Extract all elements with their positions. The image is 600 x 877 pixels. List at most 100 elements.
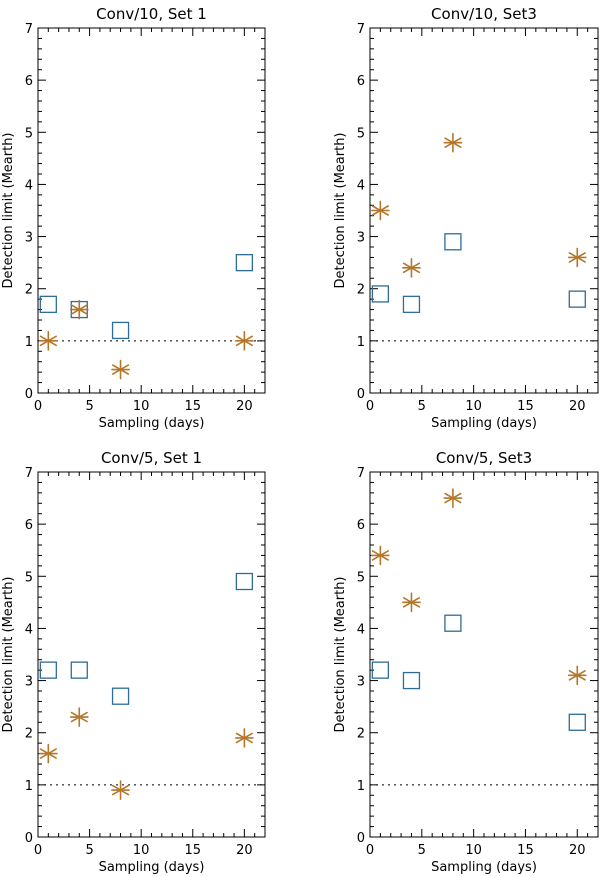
x-tick-label: 0: [34, 843, 42, 858]
x-axis-label: Sampling (days): [431, 416, 537, 431]
y-tick-label: 6: [357, 74, 365, 89]
x-tick-label: 20: [569, 843, 586, 858]
y-tick-label: 1: [357, 779, 365, 794]
x-axis-label: Sampling (days): [99, 860, 205, 875]
asterisk-marker: [111, 780, 130, 800]
y-tick-label: 4: [357, 178, 365, 193]
plot-frame: [369, 27, 599, 394]
asterisk-marker: [111, 359, 130, 380]
square-marker: [39, 295, 57, 314]
chart-panel-3: 0 5 10 15 20 0 1 2 3 4 5 6 7 Conv/5, Set 1 Sampling (d…: [1, 449, 266, 875]
asterisk-marker: [402, 258, 421, 278]
y-tick-label: 1: [357, 335, 365, 350]
y-tick-label: 2: [25, 283, 33, 298]
y-axis-label: Detection limit (Mearth): [1, 576, 16, 732]
y-tick-label: 5: [357, 126, 365, 141]
y-tick-label: 7: [357, 22, 365, 37]
y-tick-label: 6: [25, 74, 33, 89]
x-tick-label: 10: [133, 399, 150, 414]
chart-panel-2: 0 5 10 15 20 0 1 2 3 4 5 6 7 Conv/10, Set3 Sampling (d…: [333, 5, 599, 431]
plot-frame: [369, 471, 599, 838]
chart-panel-1: 0 5 10 15 20 0 1 2 3 4 5 6 7 Conv/10, Set 1 Sampling (…: [1, 5, 266, 431]
asterisk-marker: [443, 488, 463, 508]
x-tick-label: 20: [236, 843, 253, 858]
y-tick-label: 3: [25, 231, 33, 246]
asterisk-marker: [235, 728, 254, 748]
asterisk-marker: [443, 132, 463, 153]
square-marker: [235, 253, 254, 272]
panel-title: Conv/5, Set3: [436, 449, 532, 467]
plot-frame: [37, 471, 266, 838]
y-tick-label: 1: [25, 335, 33, 350]
y-axis-label: Detection limit (Mearth): [333, 132, 348, 288]
y-tick-label: 7: [357, 466, 365, 481]
y-tick-label: 3: [357, 675, 365, 690]
chart-panel-4: 0 5 10 15 20 0 1 2 3 4 5 6 7 Conv/5, Set3 Sampling (da…: [333, 449, 599, 875]
asterisk-marker: [38, 331, 58, 351]
square-marker: [444, 614, 462, 632]
x-tick-label: 5: [418, 843, 426, 858]
y-tick-label: 6: [25, 518, 33, 533]
asterisk-marker: [38, 743, 58, 764]
y-tick-label: 3: [357, 231, 365, 246]
square-marker: [235, 572, 254, 591]
x-axis-label: Sampling (days): [99, 416, 205, 431]
x-tick-label: 20: [569, 399, 586, 414]
asterisk-marker: [567, 665, 587, 686]
y-tick-label: 3: [25, 675, 33, 690]
y-tick-label: 0: [357, 387, 365, 402]
y-tick-label: 5: [25, 570, 33, 585]
square-marker: [568, 290, 586, 308]
square-marker: [402, 671, 421, 690]
x-tick-label: 10: [465, 399, 482, 414]
x-tick-label: 5: [418, 399, 426, 414]
square-marker: [111, 321, 130, 340]
y-tick-label: 2: [357, 727, 365, 742]
square-marker: [444, 233, 462, 251]
panel-title: Conv/10, Set 1: [96, 5, 207, 23]
y-axis-label: Detection limit (Mearth): [333, 576, 348, 732]
asterisk-marker: [235, 331, 254, 351]
y-tick-label: 0: [357, 831, 365, 846]
x-tick-label: 15: [517, 843, 534, 858]
x-axis-label: Sampling (days): [431, 860, 537, 875]
y-axis-label: Detection limit (Mearth): [1, 132, 16, 288]
x-tick-label: 0: [34, 399, 42, 414]
y-tick-label: 1: [25, 779, 33, 794]
y-tick-label: 4: [25, 178, 33, 193]
asterisk-marker: [371, 545, 390, 566]
square-marker: [371, 285, 390, 303]
square-marker: [371, 661, 390, 679]
plot-frame: [37, 27, 266, 394]
y-tick-label: 4: [25, 622, 33, 637]
x-tick-label: 0: [366, 399, 374, 414]
y-tick-label: 2: [357, 283, 365, 298]
x-tick-label: 10: [133, 843, 150, 858]
x-tick-label: 15: [184, 843, 201, 858]
x-tick-label: 10: [465, 843, 482, 858]
x-tick-label: 15: [517, 399, 534, 414]
y-tick-label: 7: [25, 22, 33, 37]
asterisk-marker: [69, 299, 89, 320]
y-tick-label: 7: [25, 466, 33, 481]
x-tick-label: 5: [85, 843, 93, 858]
panel-title: Conv/10, Set3: [431, 5, 537, 23]
y-tick-label: 6: [357, 518, 365, 533]
x-tick-label: 20: [236, 399, 253, 414]
y-tick-label: 5: [25, 126, 33, 141]
asterisk-marker: [69, 707, 89, 727]
square-marker: [111, 687, 130, 705]
y-tick-label: 4: [357, 622, 365, 637]
square-marker: [402, 295, 421, 314]
x-tick-label: 5: [85, 399, 93, 414]
x-tick-label: 0: [366, 843, 374, 858]
x-tick-label: 15: [184, 399, 201, 414]
square-marker: [568, 713, 586, 731]
square-marker: [39, 661, 57, 679]
y-tick-label: 5: [357, 570, 365, 585]
y-tick-label: 0: [25, 831, 33, 846]
asterisk-marker: [402, 592, 421, 613]
y-tick-label: 0: [25, 387, 33, 402]
asterisk-marker: [371, 200, 390, 221]
